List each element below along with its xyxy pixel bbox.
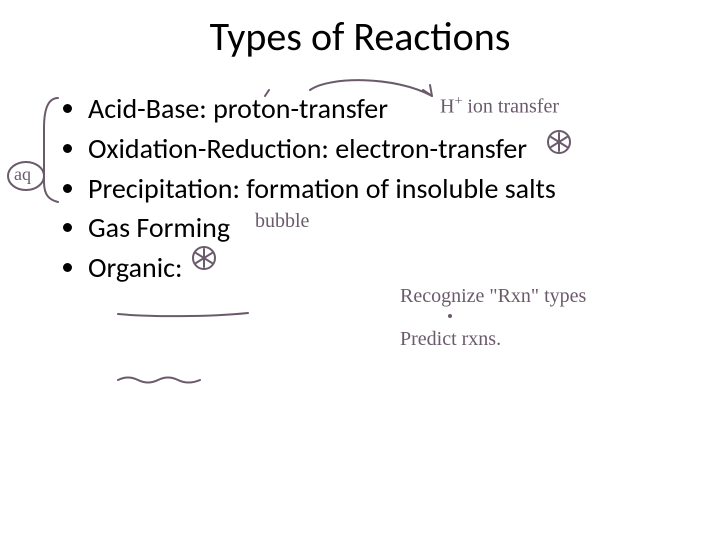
annotation-aq: aq	[14, 165, 31, 185]
dot-recognize	[448, 314, 452, 318]
annotation-h-ion: H+ ion transfer	[440, 94, 559, 118]
squiggle-elimination	[118, 378, 200, 383]
underline-substitution	[118, 313, 248, 316]
annotation-predict: Predict rxns.	[400, 328, 501, 350]
bullet-organic: Organic:	[88, 249, 680, 287]
annotation-bubble: bubble	[255, 210, 309, 232]
bullet-acid-base: Acid-Base: proton-transfer	[88, 90, 680, 128]
bracket-left	[44, 98, 58, 202]
slide-container: Types of Reactions Acid-Base: proton-tra…	[0, 0, 720, 540]
slide-body: Acid-Base: proton-transfer Oxidation-Red…	[60, 90, 680, 289]
slide-title: Types of Reactions	[0, 12, 720, 61]
annotation-h-ion-tail: ion transfer	[462, 96, 559, 118]
bullet-redox: Oxidation-Reduction: electron-transfer	[88, 130, 680, 168]
bullet-gas-forming: Gas Forming	[88, 209, 680, 247]
annotation-h-ion-base: H	[440, 96, 454, 118]
bullet-list: Acid-Base: proton-transfer Oxidation-Red…	[60, 90, 680, 287]
annotation-recognize: Recognize "Rxn" types	[400, 285, 586, 307]
bullet-precipitation: Precipitation: formation of insoluble sa…	[88, 170, 680, 208]
